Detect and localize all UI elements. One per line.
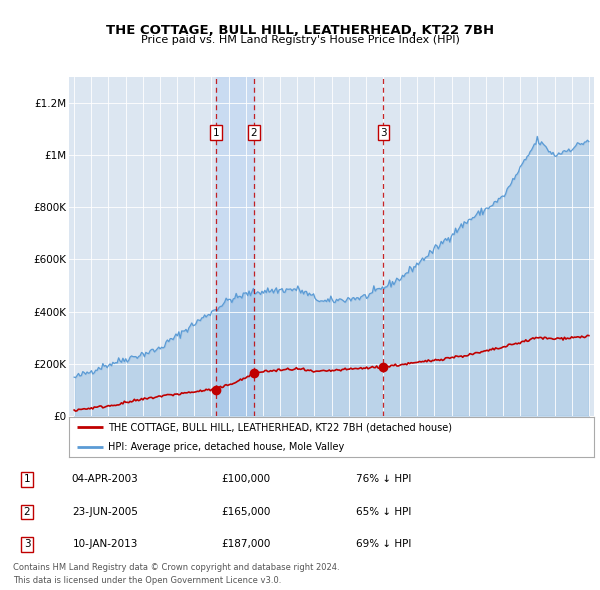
Text: 3: 3 bbox=[380, 127, 387, 137]
Text: THE COTTAGE, BULL HILL, LEATHERHEAD, KT22 7BH (detached house): THE COTTAGE, BULL HILL, LEATHERHEAD, KT2… bbox=[109, 422, 452, 432]
Text: 3: 3 bbox=[23, 539, 31, 549]
Text: Price paid vs. HM Land Registry's House Price Index (HPI): Price paid vs. HM Land Registry's House … bbox=[140, 35, 460, 45]
Text: 65% ↓ HPI: 65% ↓ HPI bbox=[356, 507, 412, 517]
Text: THE COTTAGE, BULL HILL, LEATHERHEAD, KT22 7BH: THE COTTAGE, BULL HILL, LEATHERHEAD, KT2… bbox=[106, 24, 494, 37]
Text: HPI: Average price, detached house, Mole Valley: HPI: Average price, detached house, Mole… bbox=[109, 442, 344, 452]
Text: This data is licensed under the Open Government Licence v3.0.: This data is licensed under the Open Gov… bbox=[13, 576, 281, 585]
Text: £165,000: £165,000 bbox=[221, 507, 271, 517]
Text: £100,000: £100,000 bbox=[221, 474, 271, 484]
Text: 2: 2 bbox=[251, 127, 257, 137]
Text: 1: 1 bbox=[212, 127, 219, 137]
Text: Contains HM Land Registry data © Crown copyright and database right 2024.: Contains HM Land Registry data © Crown c… bbox=[13, 563, 340, 572]
Bar bbox=[216, 77, 254, 416]
Text: £187,000: £187,000 bbox=[221, 539, 271, 549]
Text: 76% ↓ HPI: 76% ↓ HPI bbox=[356, 474, 412, 484]
Text: 04-APR-2003: 04-APR-2003 bbox=[71, 474, 139, 484]
Text: 10-JAN-2013: 10-JAN-2013 bbox=[73, 539, 137, 549]
Text: 1: 1 bbox=[23, 474, 31, 484]
Text: 23-JUN-2005: 23-JUN-2005 bbox=[72, 507, 138, 517]
Text: 2: 2 bbox=[23, 507, 31, 517]
Text: 69% ↓ HPI: 69% ↓ HPI bbox=[356, 539, 412, 549]
